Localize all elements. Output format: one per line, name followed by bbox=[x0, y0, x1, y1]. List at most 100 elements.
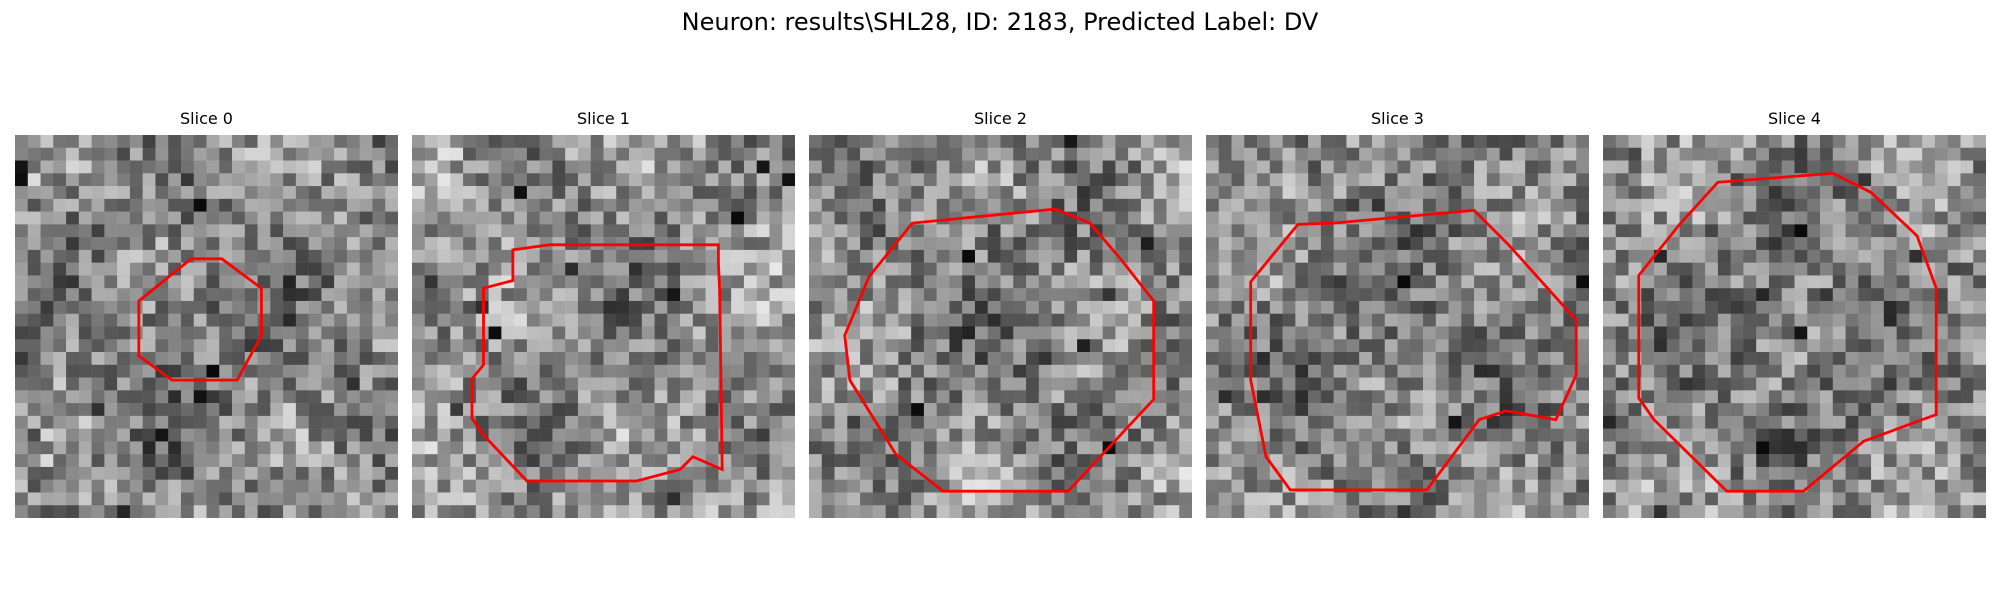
image-pixel bbox=[552, 288, 566, 302]
image-pixel bbox=[629, 275, 643, 289]
image-pixel bbox=[692, 135, 706, 149]
image-pixel bbox=[1102, 492, 1116, 506]
image-pixel bbox=[424, 454, 438, 468]
image-pixel bbox=[1308, 313, 1322, 327]
image-pixel bbox=[526, 479, 540, 493]
image-pixel bbox=[1794, 454, 1808, 468]
image-pixel bbox=[1730, 390, 1744, 404]
image-pixel bbox=[1705, 198, 1719, 212]
image-pixel bbox=[424, 441, 438, 455]
image-pixel bbox=[463, 262, 477, 276]
image-pixel bbox=[463, 249, 477, 263]
image-pixel bbox=[782, 237, 795, 251]
image-pixel bbox=[270, 300, 284, 314]
image-pixel bbox=[987, 198, 1001, 212]
image-pixel bbox=[501, 288, 515, 302]
image-pixel bbox=[1295, 147, 1309, 161]
image-pixel bbox=[1218, 326, 1232, 340]
image-pixel bbox=[91, 428, 105, 442]
image-pixel bbox=[1423, 160, 1437, 174]
image-pixel bbox=[1371, 339, 1385, 353]
image-pixel bbox=[1717, 505, 1731, 518]
image-pixel bbox=[809, 224, 823, 238]
image-pixel bbox=[1474, 173, 1488, 187]
image-pixel bbox=[1128, 198, 1142, 212]
image-pixel bbox=[743, 249, 757, 263]
image-pixel bbox=[1244, 428, 1258, 442]
image-pixel bbox=[1883, 364, 1897, 378]
image-pixel bbox=[769, 224, 783, 238]
image-pixel bbox=[1474, 466, 1488, 480]
image-pixel bbox=[860, 262, 874, 276]
image-pixel bbox=[1371, 224, 1385, 238]
image-pixel bbox=[1563, 441, 1577, 455]
image-pixel bbox=[616, 147, 630, 161]
image-pixel bbox=[91, 441, 105, 455]
image-pixel bbox=[1000, 135, 1014, 149]
image-pixel bbox=[898, 352, 912, 366]
image-pixel bbox=[488, 377, 502, 391]
image-pixel bbox=[295, 352, 309, 366]
image-pixel bbox=[1320, 173, 1334, 187]
image-pixel bbox=[821, 479, 835, 493]
image-pixel bbox=[898, 403, 912, 417]
image-pixel bbox=[1295, 237, 1309, 251]
image-pixel bbox=[244, 403, 258, 417]
image-pixel bbox=[667, 403, 681, 417]
image-pixel bbox=[475, 186, 489, 200]
image-pixel bbox=[1883, 249, 1897, 263]
image-pixel bbox=[718, 441, 732, 455]
image-pixel bbox=[270, 364, 284, 378]
image-pixel bbox=[1410, 288, 1424, 302]
image-pixel bbox=[1909, 326, 1923, 340]
image-pixel bbox=[1038, 160, 1052, 174]
image-pixel bbox=[1973, 364, 1986, 378]
image-pixel bbox=[860, 479, 874, 493]
image-pixel bbox=[295, 198, 309, 212]
image-pixel bbox=[680, 377, 694, 391]
image-pixel bbox=[1934, 237, 1948, 251]
image-pixel bbox=[680, 211, 694, 225]
image-pixel bbox=[1845, 339, 1859, 353]
image-pixel bbox=[1038, 364, 1052, 378]
image-pixel bbox=[270, 466, 284, 480]
image-pixel bbox=[1537, 479, 1551, 493]
image-pixel bbox=[1282, 441, 1296, 455]
image-pixel bbox=[372, 249, 386, 263]
image-pixel bbox=[1397, 288, 1411, 302]
image-pixel bbox=[27, 313, 41, 327]
image-pixel bbox=[1410, 313, 1424, 327]
image-pixel bbox=[53, 288, 67, 302]
image-pixel bbox=[206, 441, 220, 455]
image-pixel bbox=[1102, 390, 1116, 404]
image-pixel bbox=[526, 492, 540, 506]
image-pixel bbox=[1896, 339, 1910, 353]
image-pixel bbox=[78, 237, 92, 251]
image-pixel bbox=[1333, 224, 1347, 238]
image-pixel bbox=[1206, 390, 1220, 404]
image-pixel bbox=[936, 339, 950, 353]
image-pixel bbox=[1576, 441, 1589, 455]
image-pixel bbox=[949, 237, 963, 251]
image-pixel bbox=[437, 173, 451, 187]
image-pixel bbox=[1537, 186, 1551, 200]
image-pixel bbox=[1308, 186, 1322, 200]
image-pixel bbox=[1384, 313, 1398, 327]
image-pixel bbox=[475, 249, 489, 263]
image-pixel bbox=[1679, 135, 1693, 149]
image-pixel bbox=[1244, 505, 1258, 518]
image-pixel bbox=[565, 262, 579, 276]
image-pixel bbox=[1461, 415, 1475, 429]
image-pixel bbox=[898, 211, 912, 225]
image-pixel bbox=[1960, 173, 1974, 187]
image-pixel bbox=[359, 186, 373, 200]
image-pixel bbox=[1550, 147, 1564, 161]
image-pixel bbox=[475, 454, 489, 468]
image-pixel bbox=[334, 275, 348, 289]
image-pixel bbox=[1820, 479, 1834, 493]
image-pixel bbox=[756, 262, 770, 276]
image-pixel bbox=[743, 352, 757, 366]
image-pixel bbox=[206, 352, 220, 366]
image-pixel bbox=[949, 428, 963, 442]
image-pixel bbox=[1845, 237, 1859, 251]
